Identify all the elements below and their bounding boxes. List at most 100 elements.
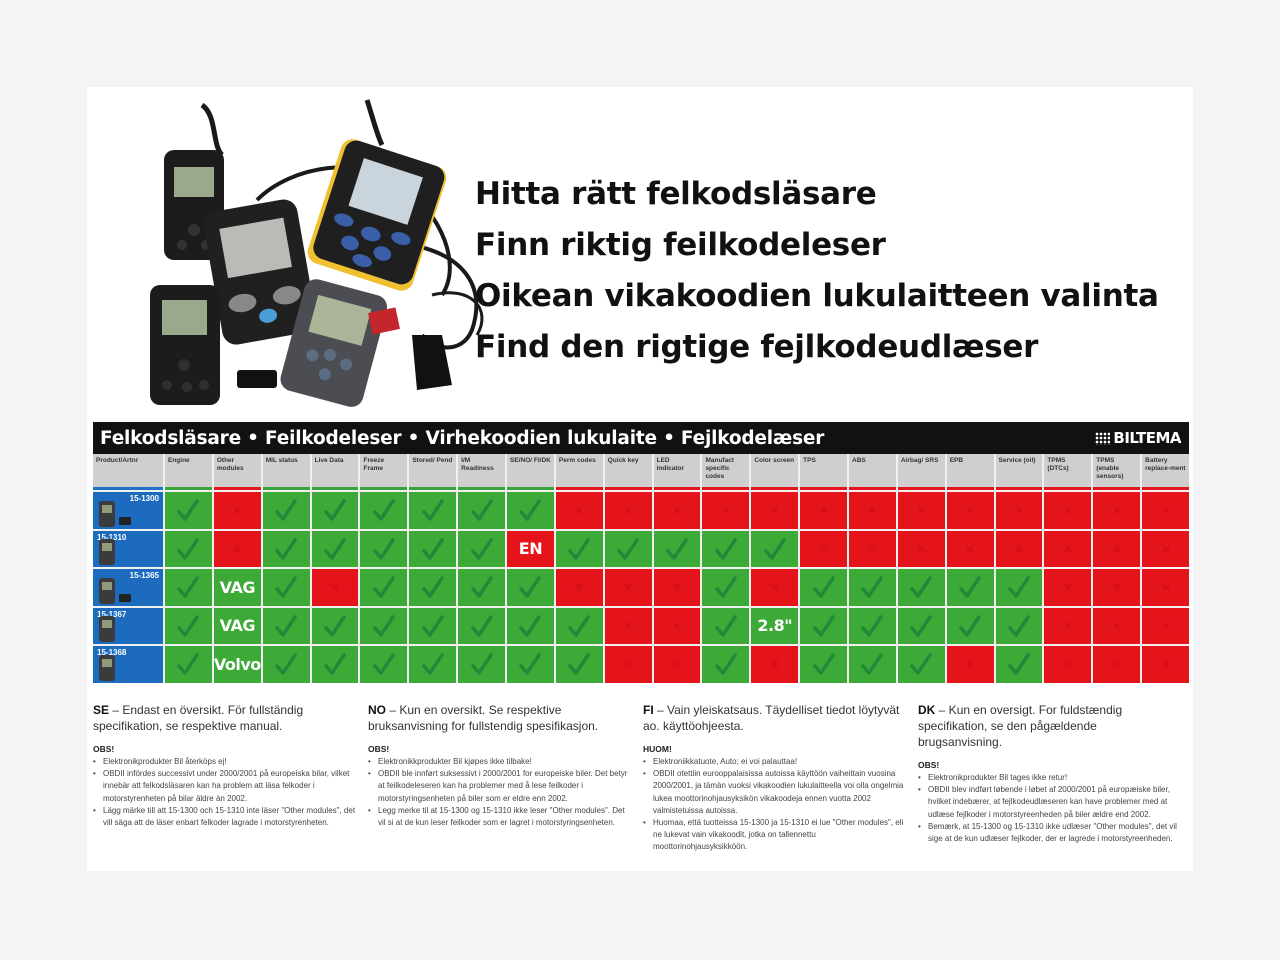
note-item: Huomaa, että tuotteissa 15-1300 ja 15-13… (643, 817, 908, 854)
checkmark-icon (519, 615, 542, 637)
cell-label: 2.8" (757, 616, 793, 636)
note-list: Elektronikprodukter Bil återköps ej!OBDI… (93, 756, 358, 829)
table-cell (165, 569, 212, 606)
table-cell (165, 607, 212, 644)
cell-label: VAG (219, 616, 256, 636)
note-lead-text: – Vain yleiskatsaus. Täydelliset tiedot … (643, 703, 900, 733)
checkmark-icon (861, 576, 884, 598)
table-cell (1142, 569, 1189, 606)
feature-grid: Product/Artnr Engine Other modules MIL stat… (93, 454, 1189, 683)
table-cell (702, 569, 750, 606)
table-cell (555, 607, 603, 644)
cross-icon (331, 583, 339, 591)
table-cell (653, 569, 701, 606)
checkmark-icon (324, 615, 346, 637)
cross-icon (673, 660, 681, 668)
note-lead-text: – Endast en översikt. För fullständig sp… (93, 703, 304, 733)
column-header: Freeze Frame (360, 454, 408, 490)
cross-icon (1064, 545, 1072, 553)
cross-icon (722, 506, 730, 514)
table-cell (800, 607, 848, 644)
table-cell (507, 569, 554, 606)
table-cell (849, 607, 896, 644)
table-cell (800, 530, 848, 567)
checkmark-icon (373, 653, 395, 675)
checkmark-icon (373, 615, 395, 637)
table-cell (507, 646, 554, 683)
note-item: Elektroniikkatuote, Auto; ei voi palautt… (643, 756, 908, 768)
product-cell: 15-1300 (93, 492, 163, 529)
table-cell (604, 492, 652, 529)
table-cell (897, 607, 945, 644)
checkmark-icon (275, 499, 297, 521)
checkmark-icon (568, 615, 591, 637)
checkmark-icon (715, 538, 737, 560)
cross-icon (1113, 545, 1121, 553)
checkmark-icon (1008, 653, 1030, 675)
table-cell (751, 530, 799, 567)
checkmark-icon (421, 499, 444, 521)
biltema-dots-icon (1095, 431, 1111, 445)
cross-icon (1113, 660, 1121, 668)
cell-label: Volvo (213, 654, 261, 674)
checkmark-icon (421, 615, 444, 637)
table-cell (1093, 492, 1141, 529)
table-cell (751, 492, 799, 529)
note-language-code: NO (368, 703, 386, 717)
table-cell: VAG (213, 607, 261, 644)
checkmark-icon (324, 538, 346, 560)
table-cell: EN (507, 530, 554, 567)
cross-icon (820, 506, 828, 514)
table-cell (360, 492, 408, 529)
chart-card: Hitta rätt felkodsläsare Finn riktig fei… (87, 87, 1193, 871)
table-cell (1093, 569, 1141, 606)
table-cell (458, 530, 506, 567)
note-item: OBDII infördes successivt under 2000/200… (93, 768, 358, 805)
note-item: OBDII blev indført løbende i løbet af 20… (918, 784, 1183, 821)
note-language-code: DK (918, 703, 936, 717)
cross-icon (673, 506, 681, 514)
table-cell (653, 646, 701, 683)
column-header: MIL status (262, 454, 310, 490)
checkmark-icon (861, 653, 884, 675)
device-thumbnail (99, 539, 115, 565)
column-header: TPMS (DTCs) (1044, 454, 1092, 490)
cross-icon (771, 660, 779, 668)
checkmark-icon (470, 653, 493, 675)
table-cell: 2.8" (751, 607, 799, 644)
product-id: 15-1367 (97, 609, 127, 619)
checkmark-icon (715, 576, 737, 598)
note-lead: DK – Kun en oversigt. For fuldstændig sp… (918, 702, 1183, 750)
checkmark-icon (373, 576, 395, 598)
note-lead: NO – Kun en oversikt. Se respektive bruk… (368, 702, 633, 734)
table-cell (604, 530, 652, 567)
product-cell: 15-1310 (93, 530, 163, 567)
table-cell (800, 569, 848, 606)
table-title-bar: Felkodsläsare • Feilkodeleser • Virhekoo… (93, 422, 1189, 454)
table-cell (360, 607, 408, 644)
table-cell (849, 492, 896, 529)
cell-label: VAG (219, 577, 256, 597)
table-cell (897, 492, 945, 529)
table-cell (1142, 530, 1189, 567)
device-thumbnail (99, 577, 115, 604)
column-header: Quick key (604, 454, 652, 490)
table-cell (1044, 607, 1092, 644)
table-cell (262, 646, 310, 683)
product-cell: 15-1365 (93, 569, 163, 606)
table-cell (311, 607, 359, 644)
device-thumbnail (99, 500, 115, 527)
checkmark-icon (861, 615, 884, 637)
checkmark-icon (421, 538, 444, 560)
checkmark-icon (519, 576, 542, 598)
table-cell (555, 646, 603, 683)
cross-icon (233, 506, 241, 514)
column-header: TPMS (enable sensors) (1093, 454, 1141, 490)
note-obs-label: OBS! (93, 744, 115, 754)
table-cell (458, 646, 506, 683)
cross-icon (1015, 506, 1023, 514)
column-header: Manufact specific codes (702, 454, 750, 490)
checkmark-icon (812, 615, 835, 637)
note-lead: FI – Vain yleiskatsaus. Täydelliset tied… (643, 702, 908, 734)
column-header: Perm codes (555, 454, 603, 490)
